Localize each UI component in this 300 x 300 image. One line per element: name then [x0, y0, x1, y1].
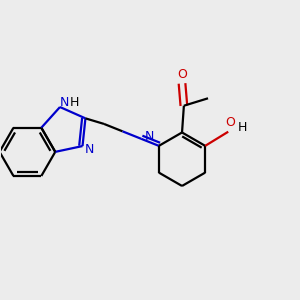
Text: H: H: [70, 96, 80, 109]
Text: N: N: [60, 96, 69, 109]
Text: O: O: [225, 116, 235, 129]
Text: N: N: [85, 143, 94, 156]
Text: N: N: [145, 130, 154, 143]
Text: O: O: [177, 68, 187, 81]
Text: H: H: [238, 121, 247, 134]
